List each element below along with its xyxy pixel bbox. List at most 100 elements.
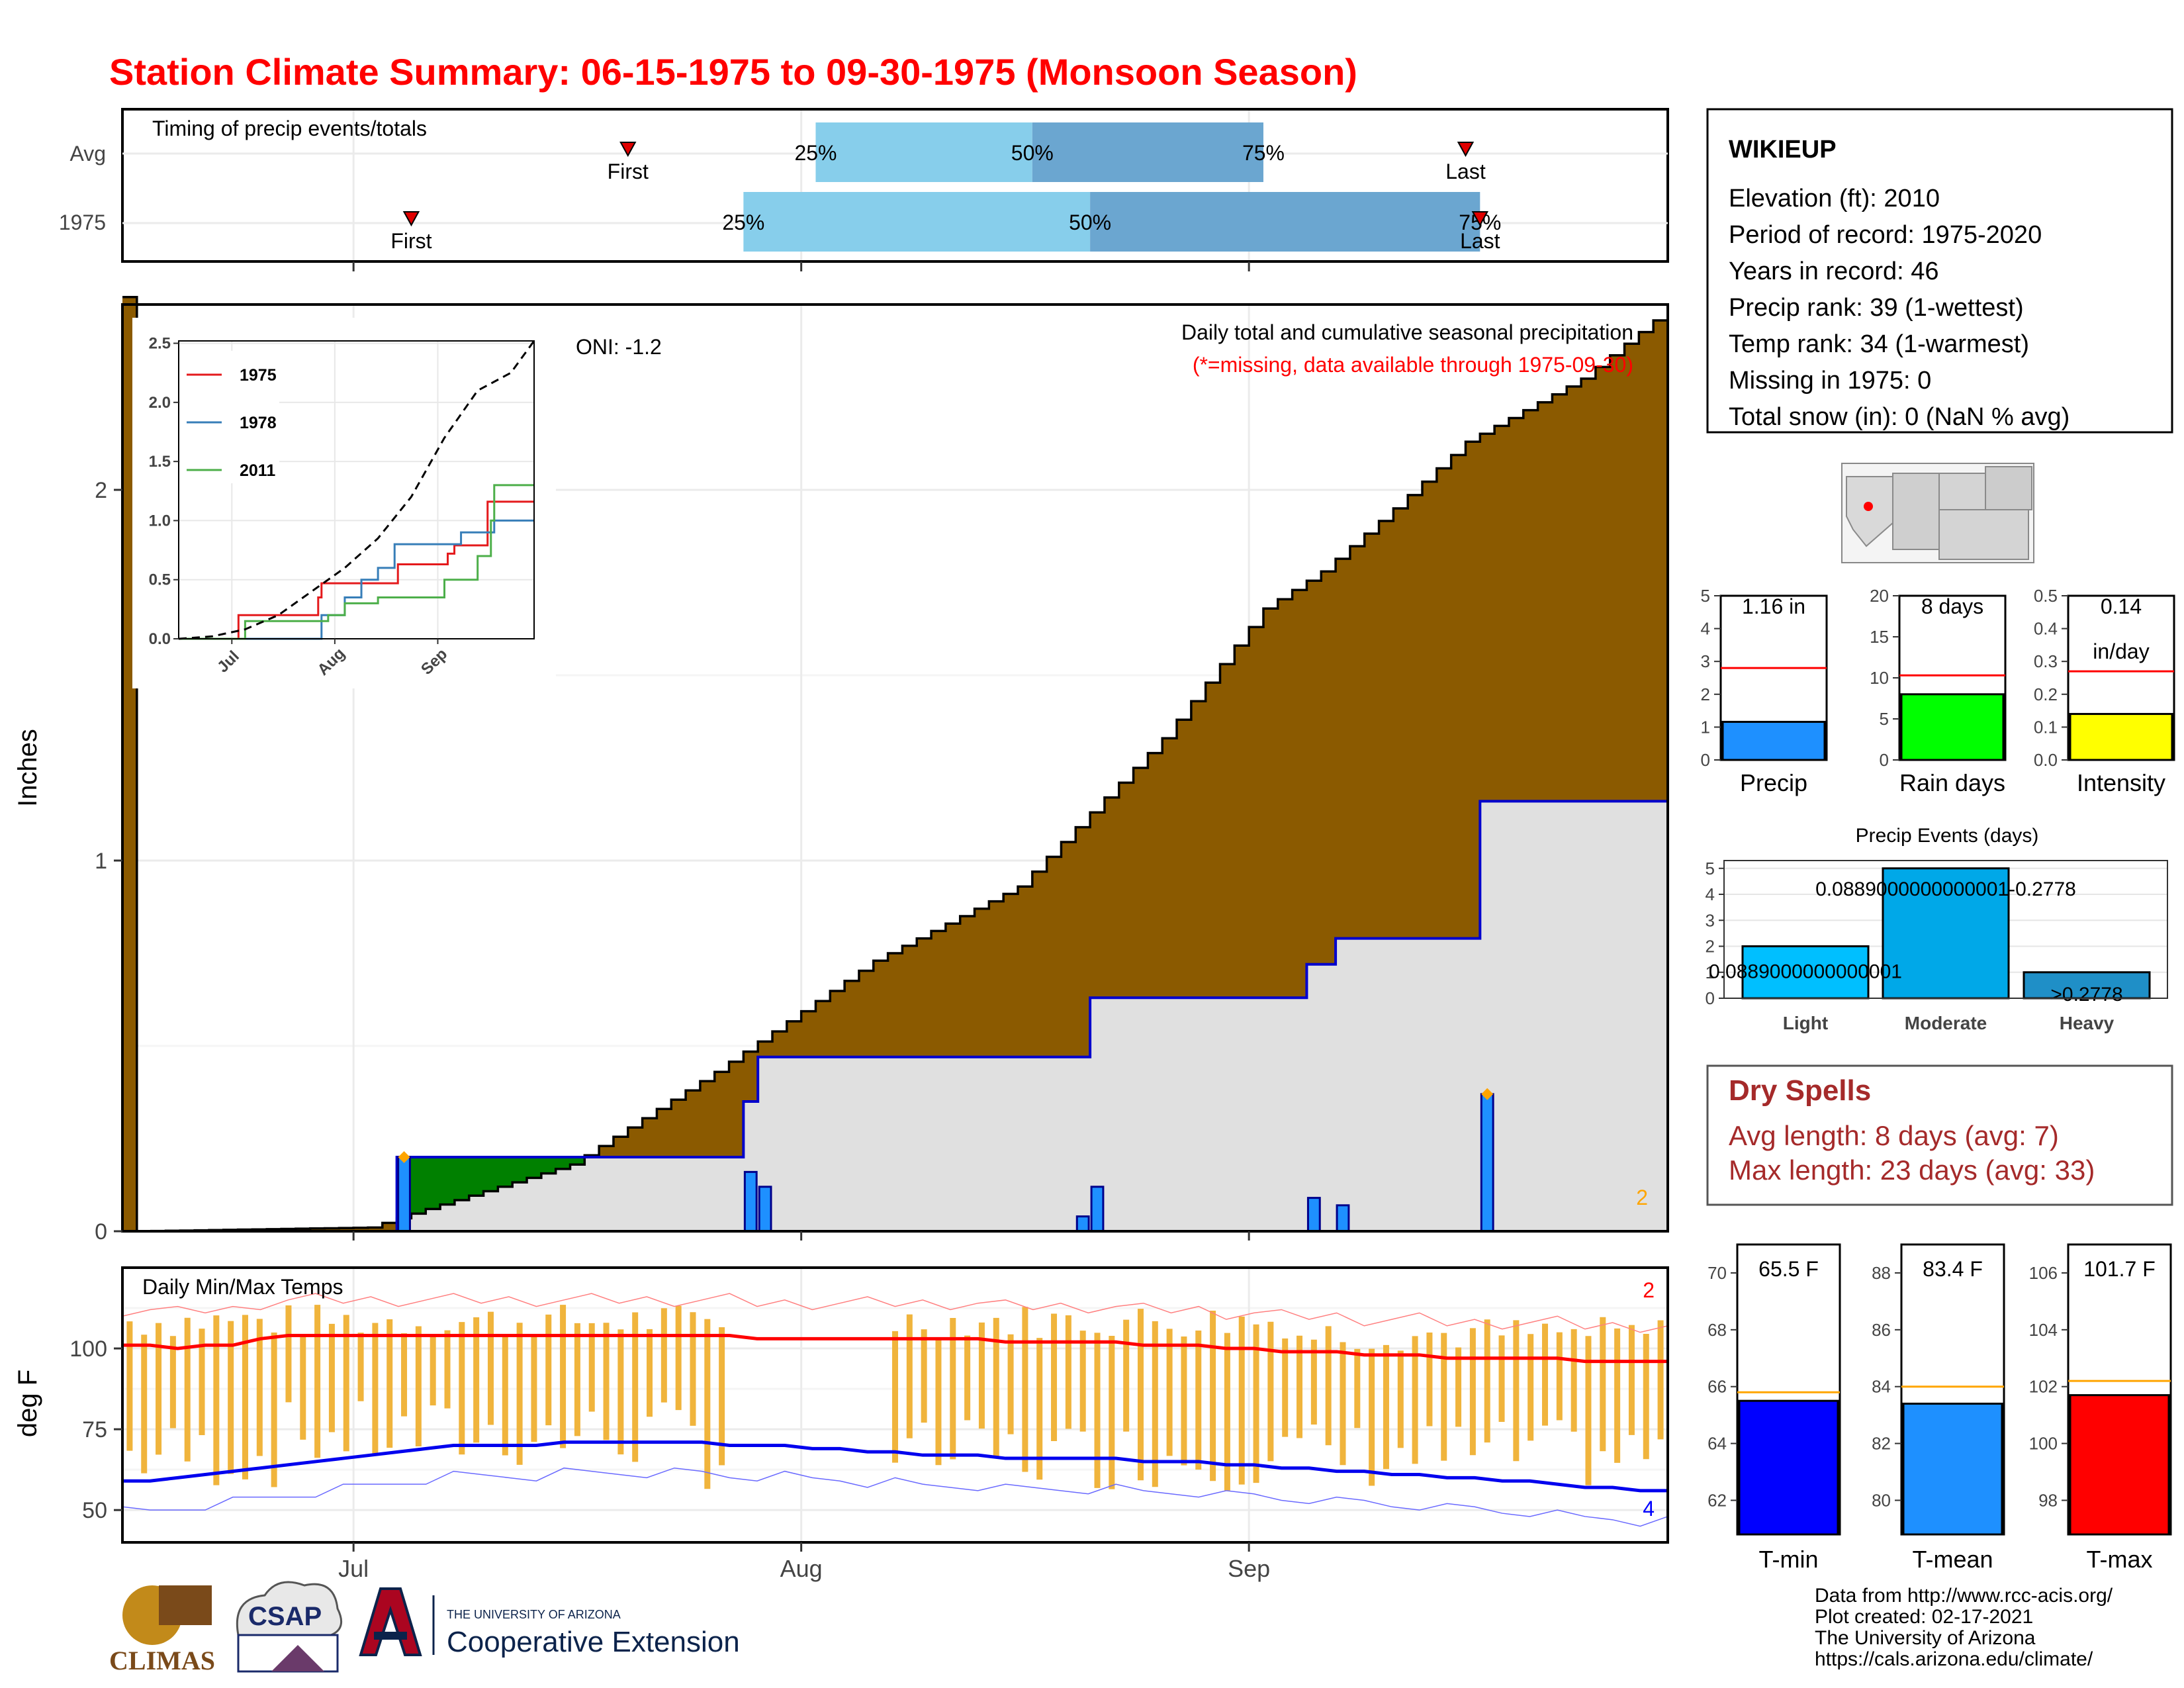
temp-summary-bar-T-max bbox=[2069, 1394, 2170, 1536]
temp-corner-bottom: 4 bbox=[1643, 1497, 1655, 1521]
precip-events-category: Light bbox=[1783, 1013, 1828, 1033]
above-average-area bbox=[396, 1157, 585, 1219]
timing-label-q75: 75% bbox=[1242, 141, 1285, 165]
temp-summary-y-tick-label: 100 bbox=[2029, 1434, 2058, 1454]
month-x-ticks: Jul Aug Sep bbox=[338, 1542, 1270, 1582]
observed-cumulative-area bbox=[122, 801, 1668, 1231]
summary-y-tick-label: 0.4 bbox=[2034, 619, 2058, 639]
inset-legend-label: 1975 bbox=[240, 366, 277, 385]
timing-label-last: Last bbox=[1460, 229, 1500, 253]
timing-label-q25: 25% bbox=[722, 211, 764, 234]
inset-y-tick-label: 2.0 bbox=[149, 394, 171, 412]
summary-y-tick-label: 4 bbox=[1701, 619, 1710, 639]
summary-bar-Precip bbox=[1721, 720, 1826, 761]
station-info-line: Temp rank: 34 (1-warmest) bbox=[1729, 330, 2029, 358]
csap-text: CSAP bbox=[248, 1602, 322, 1631]
temp-summary-y-tick-label: 82 bbox=[1872, 1434, 1891, 1454]
month-tick-label: Aug bbox=[780, 1555, 823, 1582]
station-box-frame bbox=[1706, 108, 2173, 434]
inset-y-tick-label: 2.5 bbox=[149, 335, 171, 353]
coop-line1: THE UNIVERSITY OF ARIZONA bbox=[447, 1608, 621, 1621]
location-map bbox=[1841, 463, 2034, 563]
station-info-line: Total snow (in): 0 (NaN % avg) bbox=[1729, 403, 2070, 431]
temp-summary-value-label: 83.4 F bbox=[1923, 1257, 1983, 1281]
logos: CLIMAS CSAP THE UNIVERSITY OF ARIZONA Co… bbox=[109, 1581, 740, 1675]
record-marker bbox=[398, 1151, 410, 1163]
precip-y-tick-label: 0 bbox=[95, 1219, 107, 1244]
footer-line-3: The University of Arizona bbox=[1815, 1627, 2036, 1649]
station-info-line: Period of record: 1975-2020 bbox=[1729, 221, 2042, 249]
page-title: Station Climate Summary: 06-15-1975 to 0… bbox=[109, 51, 1357, 93]
temp-y-tick-label: 75 bbox=[82, 1417, 107, 1442]
summary-value-label: 0.14 bbox=[2101, 594, 2142, 618]
map-state-nm bbox=[1892, 473, 1940, 550]
daily-precip-bar bbox=[1480, 1093, 1494, 1233]
footer-line-2: Plot created: 02-17-2021 bbox=[1815, 1606, 2033, 1628]
arizona-a-bar bbox=[374, 1632, 407, 1640]
temp-summary-y-tick-label: 70 bbox=[1707, 1263, 1727, 1283]
precip-events-label-moderate: 0.0889000000000001-0.2778 bbox=[1815, 878, 2076, 900]
inset-y-tick-label: 0.0 bbox=[149, 630, 171, 648]
temp-title: Daily Min/Max Temps bbox=[142, 1275, 343, 1299]
timing-label-q25: 25% bbox=[794, 141, 837, 165]
timing-panel: Timing of precip events/totals 25% 50% 75%… bbox=[59, 108, 1669, 271]
daily-precip-bar bbox=[1075, 1215, 1090, 1233]
precip-events-y-tick-label: 0 bbox=[1706, 988, 1715, 1008]
timing-marker-last bbox=[1457, 142, 1475, 158]
temp-summary-value-label: 101.7 F bbox=[2083, 1257, 2156, 1281]
temp-y-ticks: 50 75 100 bbox=[69, 1336, 122, 1523]
timing-row-label-avg: Avg bbox=[69, 142, 106, 165]
inset-legend-bg bbox=[180, 351, 279, 483]
summary-y-tick-label: 15 bbox=[1870, 627, 1889, 647]
daily-precip-bar bbox=[397, 1156, 411, 1233]
coop-extension-logo: THE UNIVERSITY OF ARIZONA Cooperative Ex… bbox=[359, 1587, 740, 1658]
precip-y-axis-label: Inches bbox=[13, 729, 42, 807]
temp-summary-category-label: T-mean bbox=[1912, 1546, 1993, 1573]
summary-y-tick-label: 0.5 bbox=[2034, 586, 2058, 606]
precip-subtitle: (*=missing, data available through 1975-… bbox=[1193, 353, 1633, 377]
summary-y-tick-label: 1 bbox=[1701, 717, 1710, 737]
temp-summary-category-label: T-max bbox=[2086, 1546, 2152, 1573]
precip-y-tick-label: 2 bbox=[95, 478, 107, 503]
temp-lines bbox=[122, 1293, 1668, 1527]
timing-title: Timing of precip events/totals bbox=[152, 117, 427, 140]
inset-line-1978 bbox=[179, 519, 534, 640]
temp-summary-y-tick-label: 80 bbox=[1872, 1490, 1891, 1510]
temp-summary-y-tick-label: 64 bbox=[1707, 1434, 1727, 1454]
record-max-line bbox=[122, 1293, 1668, 1333]
station-info-box: WIKIEUP Elevation (ft): 2010 Period of re… bbox=[1706, 108, 2173, 434]
coop-line2: Cooperative Extension bbox=[447, 1626, 740, 1658]
precip-events-y-tick-label: 1 bbox=[1706, 962, 1715, 982]
summary-y-tick-label: 0.0 bbox=[2034, 750, 2058, 770]
timing-label-q50: 50% bbox=[1069, 211, 1111, 234]
inset-frame bbox=[178, 340, 535, 639]
dry-spells-frame bbox=[1706, 1064, 2173, 1206]
month-tick-label: Sep bbox=[1228, 1555, 1270, 1582]
summary-category-label: Precip bbox=[1740, 769, 1807, 796]
timing-label-first: First bbox=[608, 160, 649, 183]
temp-summary-y-tick-label: 66 bbox=[1707, 1377, 1727, 1397]
dry-spells-box: Dry Spells Avg length: 8 days (avg: 7) M… bbox=[1706, 1064, 2173, 1206]
precip-events-y-tick-label: 5 bbox=[1706, 859, 1715, 878]
temp-corner-top: 2 bbox=[1643, 1278, 1655, 1302]
temp-summary-y-tick-label: 86 bbox=[1872, 1320, 1891, 1340]
arizona-a-icon bbox=[359, 1587, 422, 1656]
summary-y-tick-label: 5 bbox=[1880, 709, 1889, 729]
precip-y-ticks: 0 1 2 bbox=[95, 478, 1250, 1244]
timing-bar-q50-q75 bbox=[1090, 192, 1480, 252]
summary-y-tick-label: 5 bbox=[1701, 586, 1710, 606]
temp-summary-panels: 65.5 F T-min 62 64 66 68 70 83.4 F T-mean 80 82 84 8… bbox=[1707, 1243, 2172, 1573]
oni-label: ONI: -1.2 bbox=[576, 335, 662, 359]
temp-summary-y-tick-label: 62 bbox=[1707, 1490, 1727, 1510]
temp-panel: Daily Min/Max Temps 2 4 deg F 50 75 100 Ju… bbox=[13, 1266, 1669, 1582]
csap-logo: CSAP bbox=[236, 1581, 343, 1673]
csap-mountain bbox=[271, 1645, 324, 1671]
daily-precip-bar bbox=[1306, 1197, 1321, 1233]
precip-events-y-tick-label: 3 bbox=[1706, 910, 1715, 930]
inset-legend-label: 1978 bbox=[240, 414, 277, 432]
inset-line-2011 bbox=[179, 484, 534, 640]
inset-y-tick-label: 0.5 bbox=[149, 571, 171, 589]
summary-y-tick-label: 3 bbox=[1701, 651, 1710, 671]
inset-line-1975 bbox=[179, 500, 534, 640]
inset-y-tick-label: 1.5 bbox=[149, 453, 171, 471]
